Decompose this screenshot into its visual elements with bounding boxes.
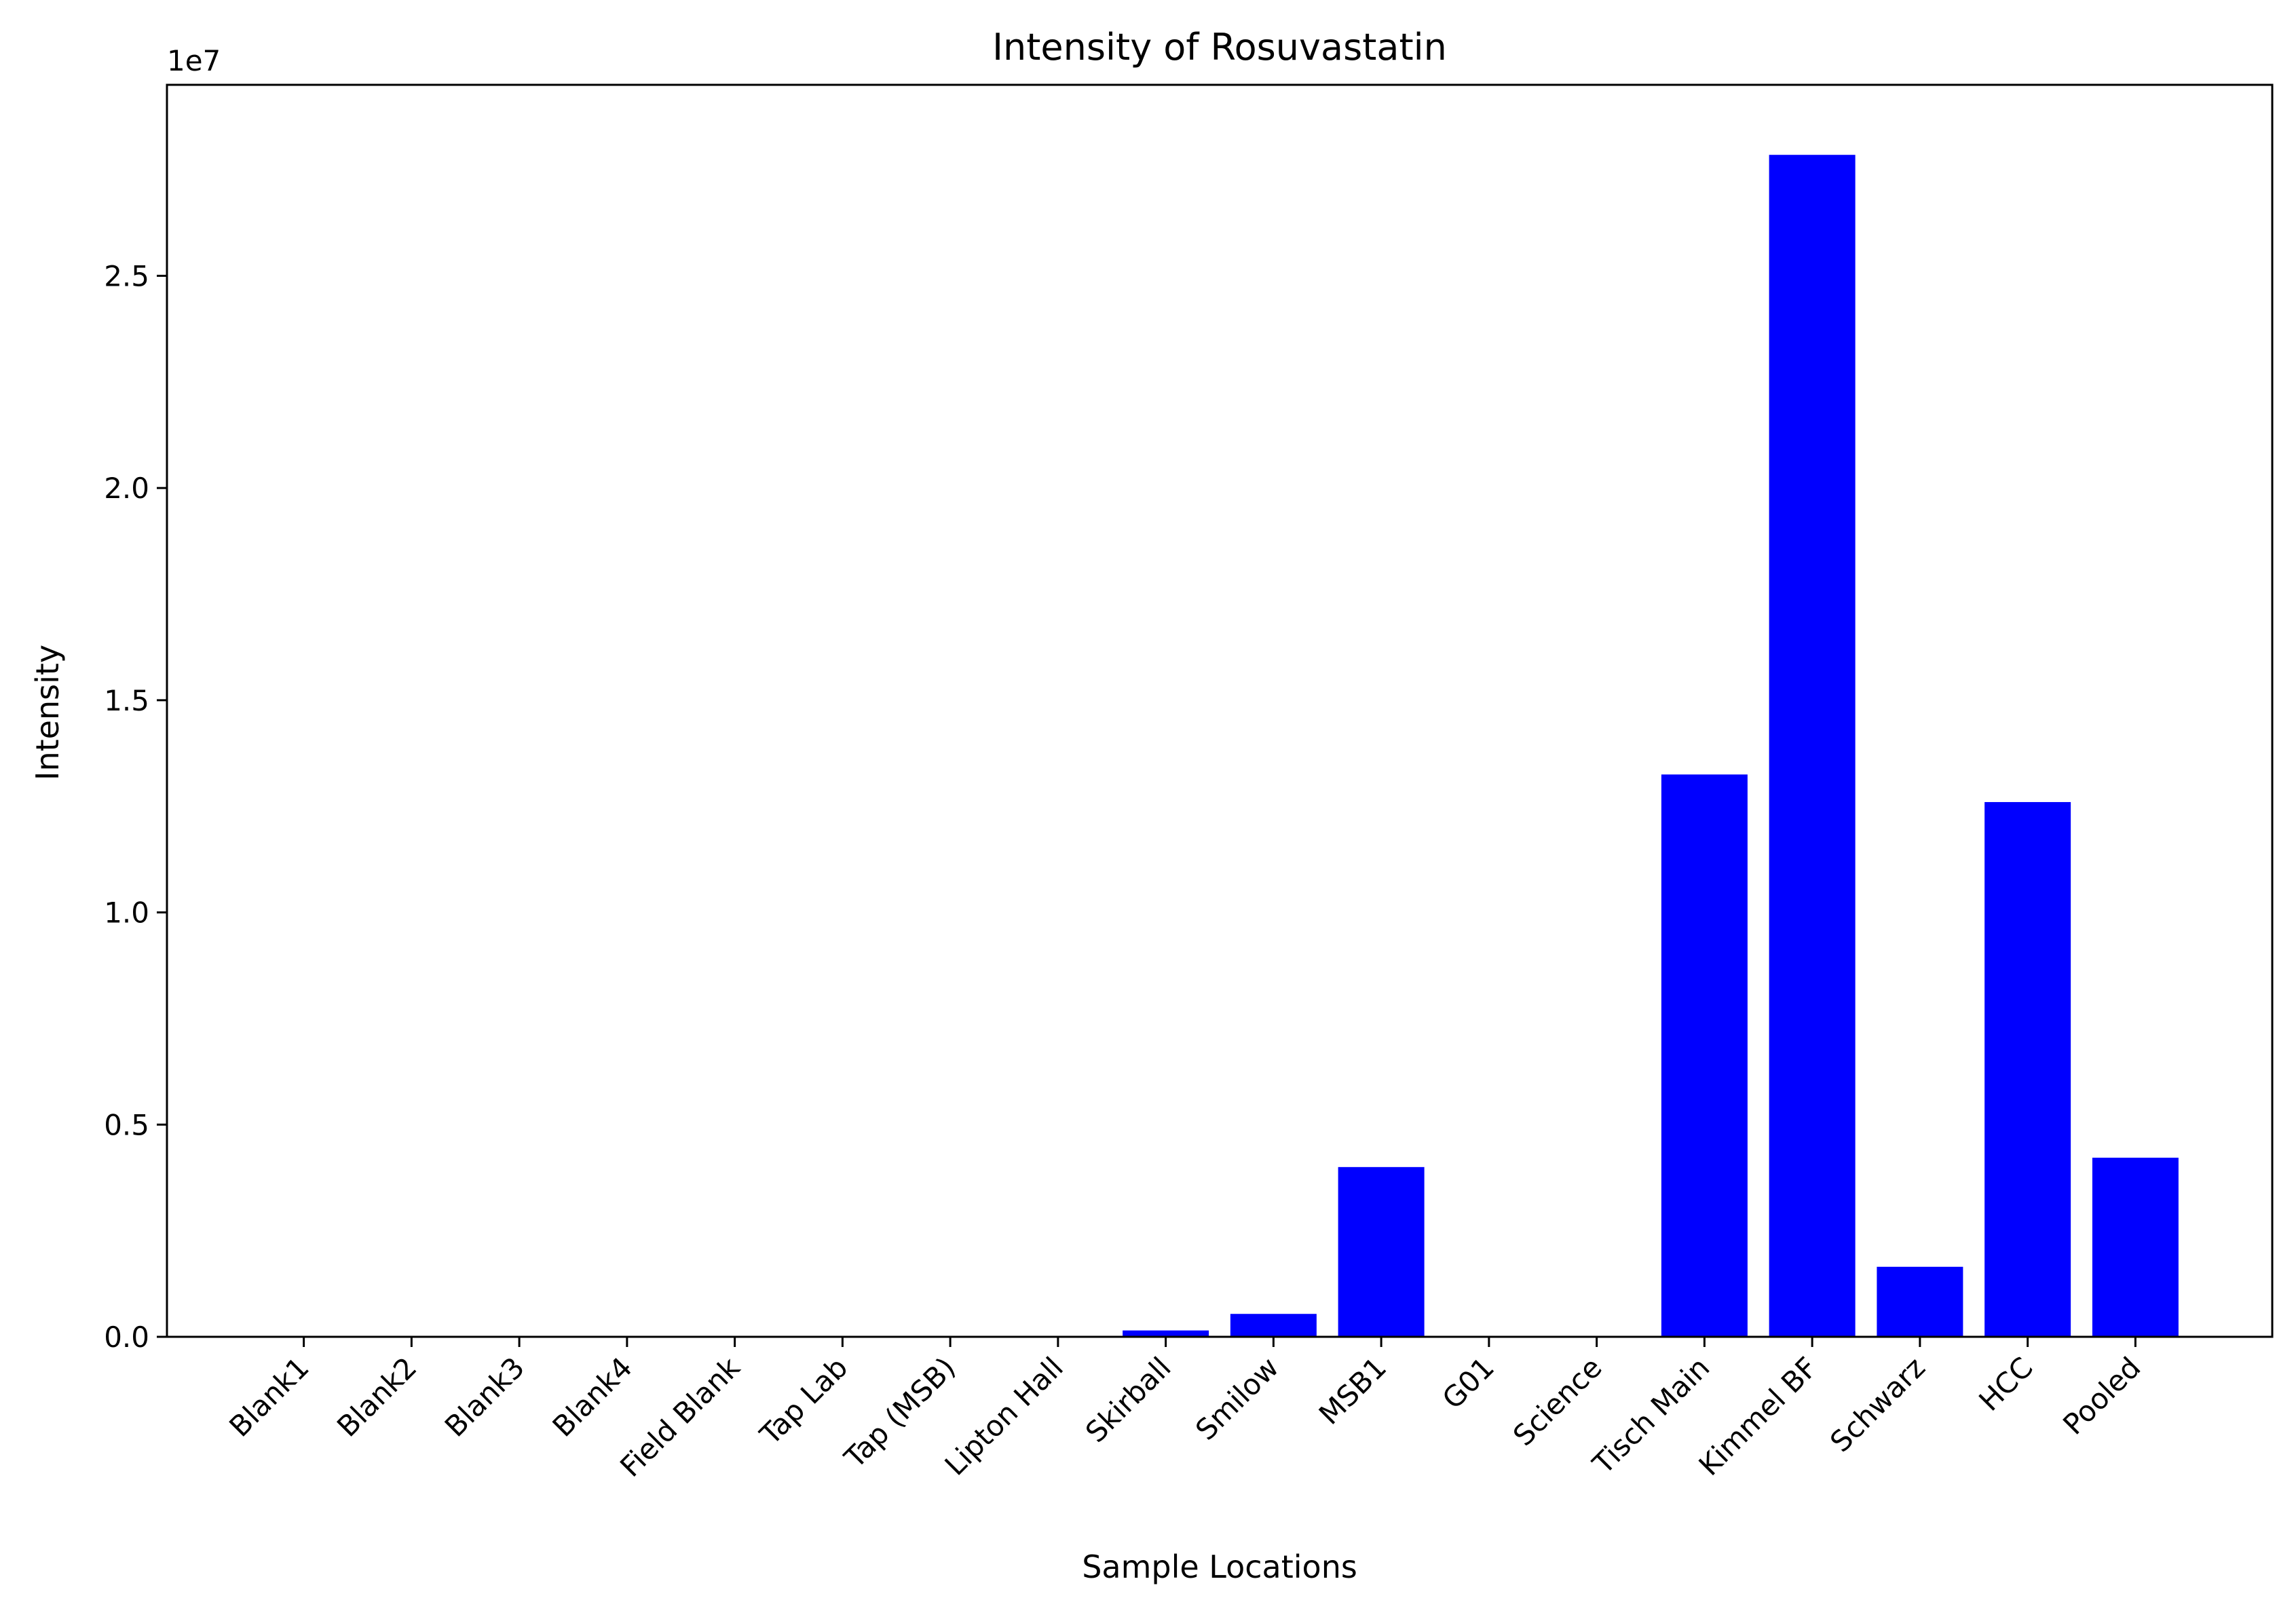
bar-msb1: [1338, 1166, 1425, 1337]
x-axis-label: Sample Locations: [1082, 1549, 1357, 1585]
bar-kimmel-bf: [1769, 155, 1856, 1337]
y-axis-label: Intensity: [29, 645, 66, 780]
bars-group: [1123, 155, 2179, 1337]
y-tick-label: 0.0: [104, 1321, 149, 1354]
y-tick-label: 1.5: [104, 684, 149, 717]
bar-hcc: [1984, 801, 2071, 1337]
bar-pooled: [2092, 1158, 2179, 1337]
y-offset-label: 1e7: [167, 44, 221, 77]
bar-tisch-main: [1661, 774, 1748, 1337]
y-tick-label: 2.0: [104, 472, 149, 505]
chart-title: Intensity of Rosuvastatin: [992, 26, 1447, 69]
bar-skirball: [1123, 1330, 1209, 1337]
y-ticks-group: 0.0 0.5 1.0 1.5 2.0 2.5: [104, 259, 167, 1354]
y-tick-label: 2.5: [104, 259, 149, 292]
y-tick-label: 0.5: [104, 1108, 149, 1141]
bar-smilow: [1230, 1314, 1317, 1337]
plot-frame: [166, 83, 2274, 1338]
y-tick-label: 1.0: [104, 896, 149, 930]
bar-schwarz: [1877, 1266, 1963, 1337]
